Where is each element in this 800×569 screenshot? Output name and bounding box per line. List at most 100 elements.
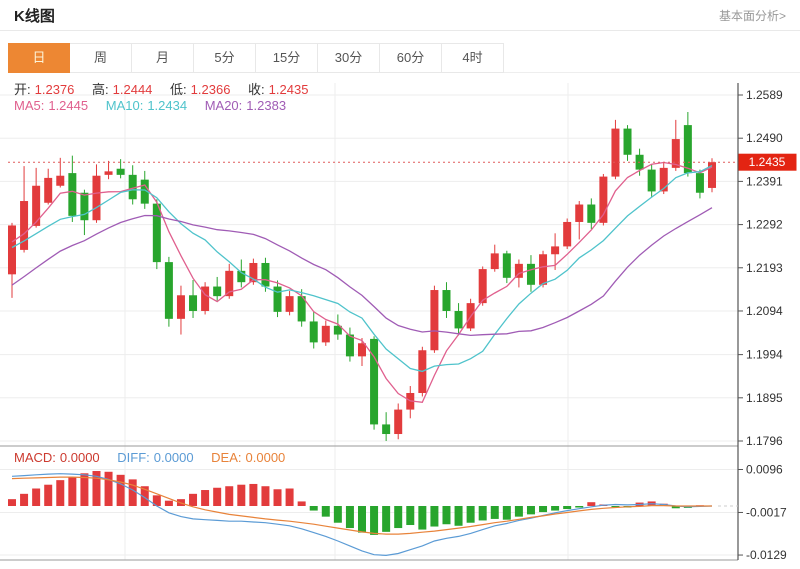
candle-up <box>478 269 487 304</box>
tab-30分[interactable]: 30分 <box>318 43 380 73</box>
candle-up <box>32 185 41 226</box>
candle-down <box>623 128 632 155</box>
y-axis-labels: 1.2589 1.2490 1.2391 1.2292 1.2193 1.2094 1.19… <box>738 88 787 562</box>
ma20-label: MA20: <box>204 98 243 113</box>
candle-up <box>659 167 668 192</box>
candle-down <box>454 310 463 329</box>
tab-日[interactable]: 日 <box>8 43 70 73</box>
candle-down <box>237 270 246 283</box>
diff-line <box>11 473 713 557</box>
macd-bar-positive <box>249 483 258 506</box>
tab-4时[interactable]: 4时 <box>442 43 504 73</box>
macd-bar-positive <box>201 490 210 506</box>
kline-chart[interactable]: 1.2589 1.2490 1.2391 1.2292 1.2193 1.2094 1.19… <box>0 73 800 567</box>
macd-bar-negative <box>575 506 584 508</box>
macd-bar-positive <box>68 477 77 506</box>
macd-bar-negative <box>454 506 463 526</box>
candle-down <box>345 334 354 357</box>
candle-up <box>599 176 608 223</box>
candle-down <box>80 192 89 221</box>
macd-bar-negative <box>563 506 572 510</box>
candle-up <box>176 295 185 319</box>
macd-bar-negative <box>418 506 427 530</box>
candle-down <box>647 169 656 192</box>
candle-down <box>297 296 306 322</box>
ma5-label: MA5: <box>14 98 45 113</box>
tab-月[interactable]: 月 <box>132 43 194 73</box>
macd-bar-negative <box>466 506 475 523</box>
candle-down <box>333 325 342 335</box>
candle-up <box>514 263 523 278</box>
candle-up <box>104 171 113 175</box>
candle-up <box>44 177 53 203</box>
candle-down <box>382 424 391 435</box>
candle-up <box>708 162 716 188</box>
candle-up <box>611 128 620 177</box>
macd-bar-positive <box>261 486 270 506</box>
macd-bar-positive <box>587 502 596 506</box>
macd-bar-positive <box>213 487 222 506</box>
candle-down <box>261 262 270 287</box>
candle-up <box>225 270 234 297</box>
header: K线图 基本面分析> <box>0 0 800 31</box>
macd-bar-negative <box>502 506 511 520</box>
candle-down <box>695 173 704 193</box>
macd-value: 0.0000 <box>59 450 100 465</box>
macd-bar-negative <box>394 506 403 529</box>
macd-bar-positive <box>20 493 29 506</box>
macd-bar-positive <box>44 484 53 506</box>
ohlc-readout: 开: 1.2376 高: 1.2444 低: 1.2366 收: 1.2435 <box>14 79 308 98</box>
macd-bar-negative <box>406 506 415 526</box>
macd-bar-negative <box>430 506 439 527</box>
candle-down <box>68 173 77 216</box>
macd-bar-negative <box>490 506 499 519</box>
svg-text:1.1796: 1.1796 <box>746 434 783 448</box>
candle-up <box>490 253 499 270</box>
candle-down <box>370 338 379 425</box>
tab-60分[interactable]: 60分 <box>380 43 442 73</box>
tab-周[interactable]: 周 <box>70 43 132 73</box>
candle-up <box>249 262 258 283</box>
candle-down <box>309 321 318 343</box>
tab-5分[interactable]: 5分 <box>194 43 256 73</box>
candle-up <box>551 246 560 255</box>
svg-text:1.1895: 1.1895 <box>746 391 783 405</box>
candle-down <box>189 295 198 311</box>
candle-down <box>152 203 161 263</box>
ma10-label: MA10: <box>105 98 144 113</box>
candle-up <box>285 296 294 312</box>
candle-down <box>273 286 282 312</box>
dea-label: DEA: <box>211 450 242 465</box>
macd-bar-negative <box>526 506 535 515</box>
candle-up <box>321 325 330 343</box>
macd-bar-positive <box>92 471 101 506</box>
candle-up <box>201 286 210 311</box>
diff-label: DIFF: <box>117 450 150 465</box>
candle-up <box>358 343 366 357</box>
candle-down <box>128 174 137 200</box>
ma-readout: MA5: 1.2445 MA10: 1.2434 MA20: 1.2383 <box>14 98 286 113</box>
macd-bar-positive <box>189 493 198 506</box>
candle-down <box>164 262 173 319</box>
macd-bar-negative <box>370 506 379 535</box>
macd-bar-negative <box>514 506 523 517</box>
candle-up <box>20 201 29 250</box>
svg-text:1.2435: 1.2435 <box>749 155 786 169</box>
svg-text:-0.0017: -0.0017 <box>746 505 787 519</box>
open-value: 1.2376 <box>34 82 75 97</box>
svg-text:1.2391: 1.2391 <box>746 174 783 188</box>
ma5-line <box>11 161 713 404</box>
candle-down <box>140 179 149 204</box>
current-price-badge: 1.2435 <box>738 153 797 171</box>
macd-bar-positive <box>128 479 137 506</box>
candle-down <box>116 168 125 175</box>
svg-text:1.2193: 1.2193 <box>746 261 783 275</box>
tab-15分[interactable]: 15分 <box>256 43 318 73</box>
candle-up <box>92 175 101 221</box>
ma10-line <box>11 165 713 373</box>
candle-up <box>575 204 584 222</box>
close-label: 收: <box>248 82 265 97</box>
macd-readout: MACD: 0.0000 DIFF: 0.0000 DEA: 0.0000 <box>14 450 285 465</box>
fundamental-analysis-link[interactable]: 基本面分析> <box>718 8 786 23</box>
macd-bar-negative <box>321 506 330 517</box>
